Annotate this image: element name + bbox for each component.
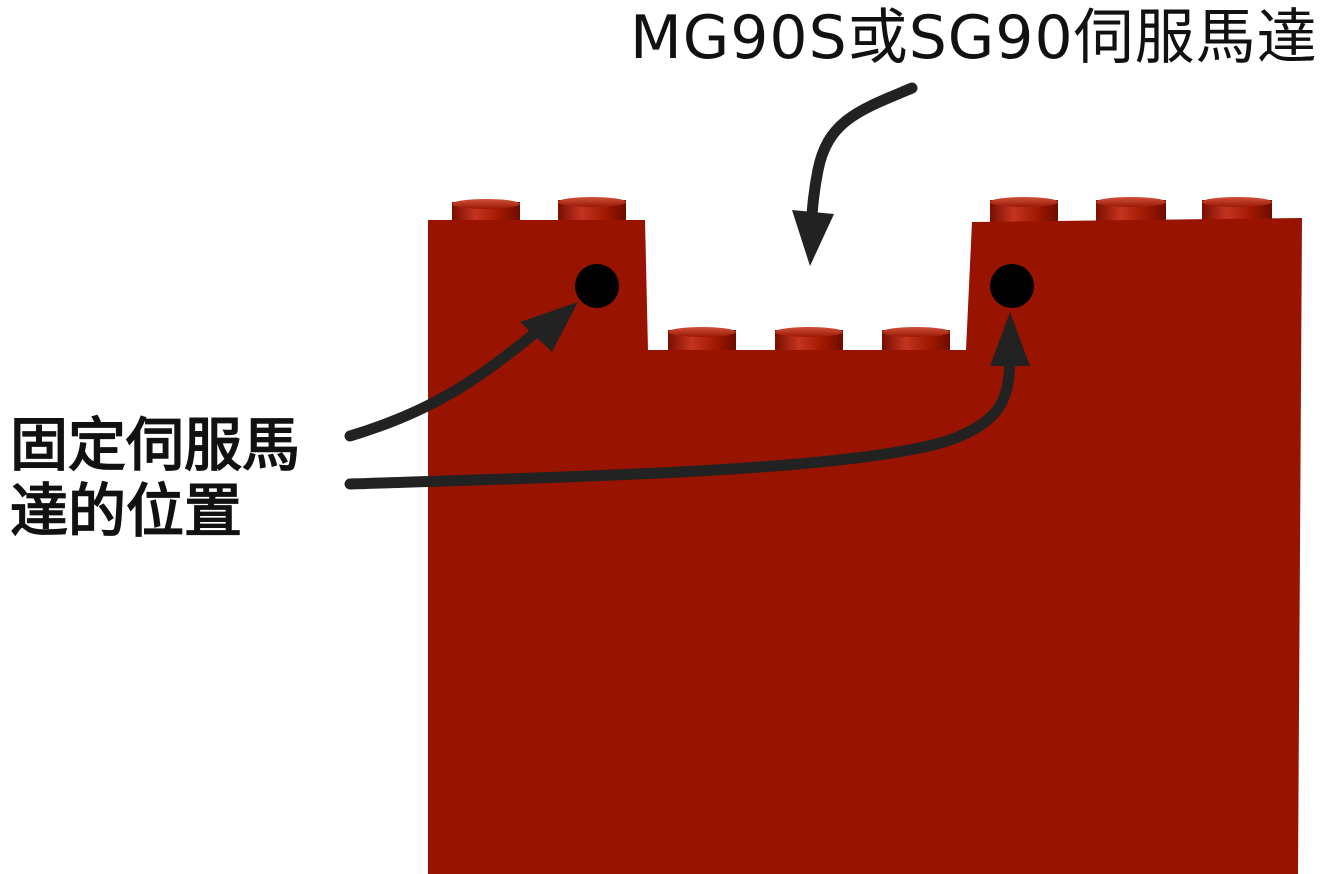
mount-label-line-1: 固定伺服馬: [10, 411, 301, 479]
mount-hole-right: [990, 264, 1034, 308]
mount-hole-left: [575, 264, 619, 308]
servo-model-label: MG90S或SG90伺服馬達: [630, 3, 1318, 73]
mount-position-label: 固定伺服馬 達的位置: [10, 412, 300, 544]
stud-top: [1096, 197, 1166, 207]
stud-top: [1202, 197, 1272, 207]
stud-top: [558, 197, 626, 207]
mount-label-line-2: 達的位置: [10, 477, 243, 545]
stud-top: [775, 327, 843, 337]
stud-top: [452, 199, 520, 209]
stud-top: [882, 327, 950, 337]
studs-left: [452, 197, 626, 224]
brick-body: [428, 218, 1302, 874]
curved-arrow-down-icon: [792, 82, 918, 266]
curved-arrow-left-hole-icon: [344, 302, 578, 442]
curved-arrow-right-hole-icon: [344, 312, 1030, 490]
stud-top: [990, 197, 1058, 207]
stud-top: [668, 327, 736, 337]
studs-middle: [668, 327, 950, 352]
